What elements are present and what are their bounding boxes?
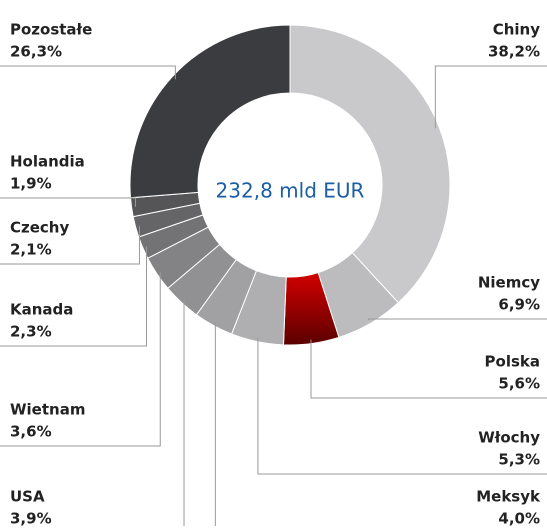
value-label: 3,9% [10,510,52,527]
segment [129,24,291,199]
leader-line [310,339,547,399]
leader-line [0,271,161,447]
leader-line [0,65,176,80]
value-label: 6,9% [498,296,540,314]
segment [289,24,451,304]
category-label: Kanada [10,301,73,319]
leader-line [0,246,148,347]
category-label: Chiny [493,21,541,39]
value-label: 4,0% [498,510,540,527]
leader-line [0,197,137,207]
category-label: Meksyk [476,488,541,506]
category-label: Włochy [478,429,540,447]
category-label: Pozostałe [10,21,92,39]
value-label: 1,9% [10,175,52,193]
value-label: 5,3% [498,451,540,469]
value-label: 2,1% [10,241,52,259]
donut [129,24,451,346]
category-label: Wietnam [10,401,85,419]
category-label: Holandia [10,153,85,171]
value-label: 26,3% [10,43,62,61]
value-label: 3,6% [10,423,52,441]
leader-line [0,225,140,265]
value-label: 5,6% [498,375,540,393]
leader-line [367,318,547,320]
category-label: Czechy [10,219,69,237]
category-label: Polska [485,353,540,371]
category-label: USA [10,488,45,506]
value-label: 38,2% [488,43,540,61]
value-label: 2,3% [10,323,52,341]
leader-line [434,65,547,129]
leader-line [257,337,547,475]
labels: Chiny 38,2% Niemcy 6,9% Polska 5,6% Włochy 5,3%… [0,21,547,528]
center-label: 232,8 mld EUR [216,179,365,203]
category-label: Niemcy [478,274,540,292]
